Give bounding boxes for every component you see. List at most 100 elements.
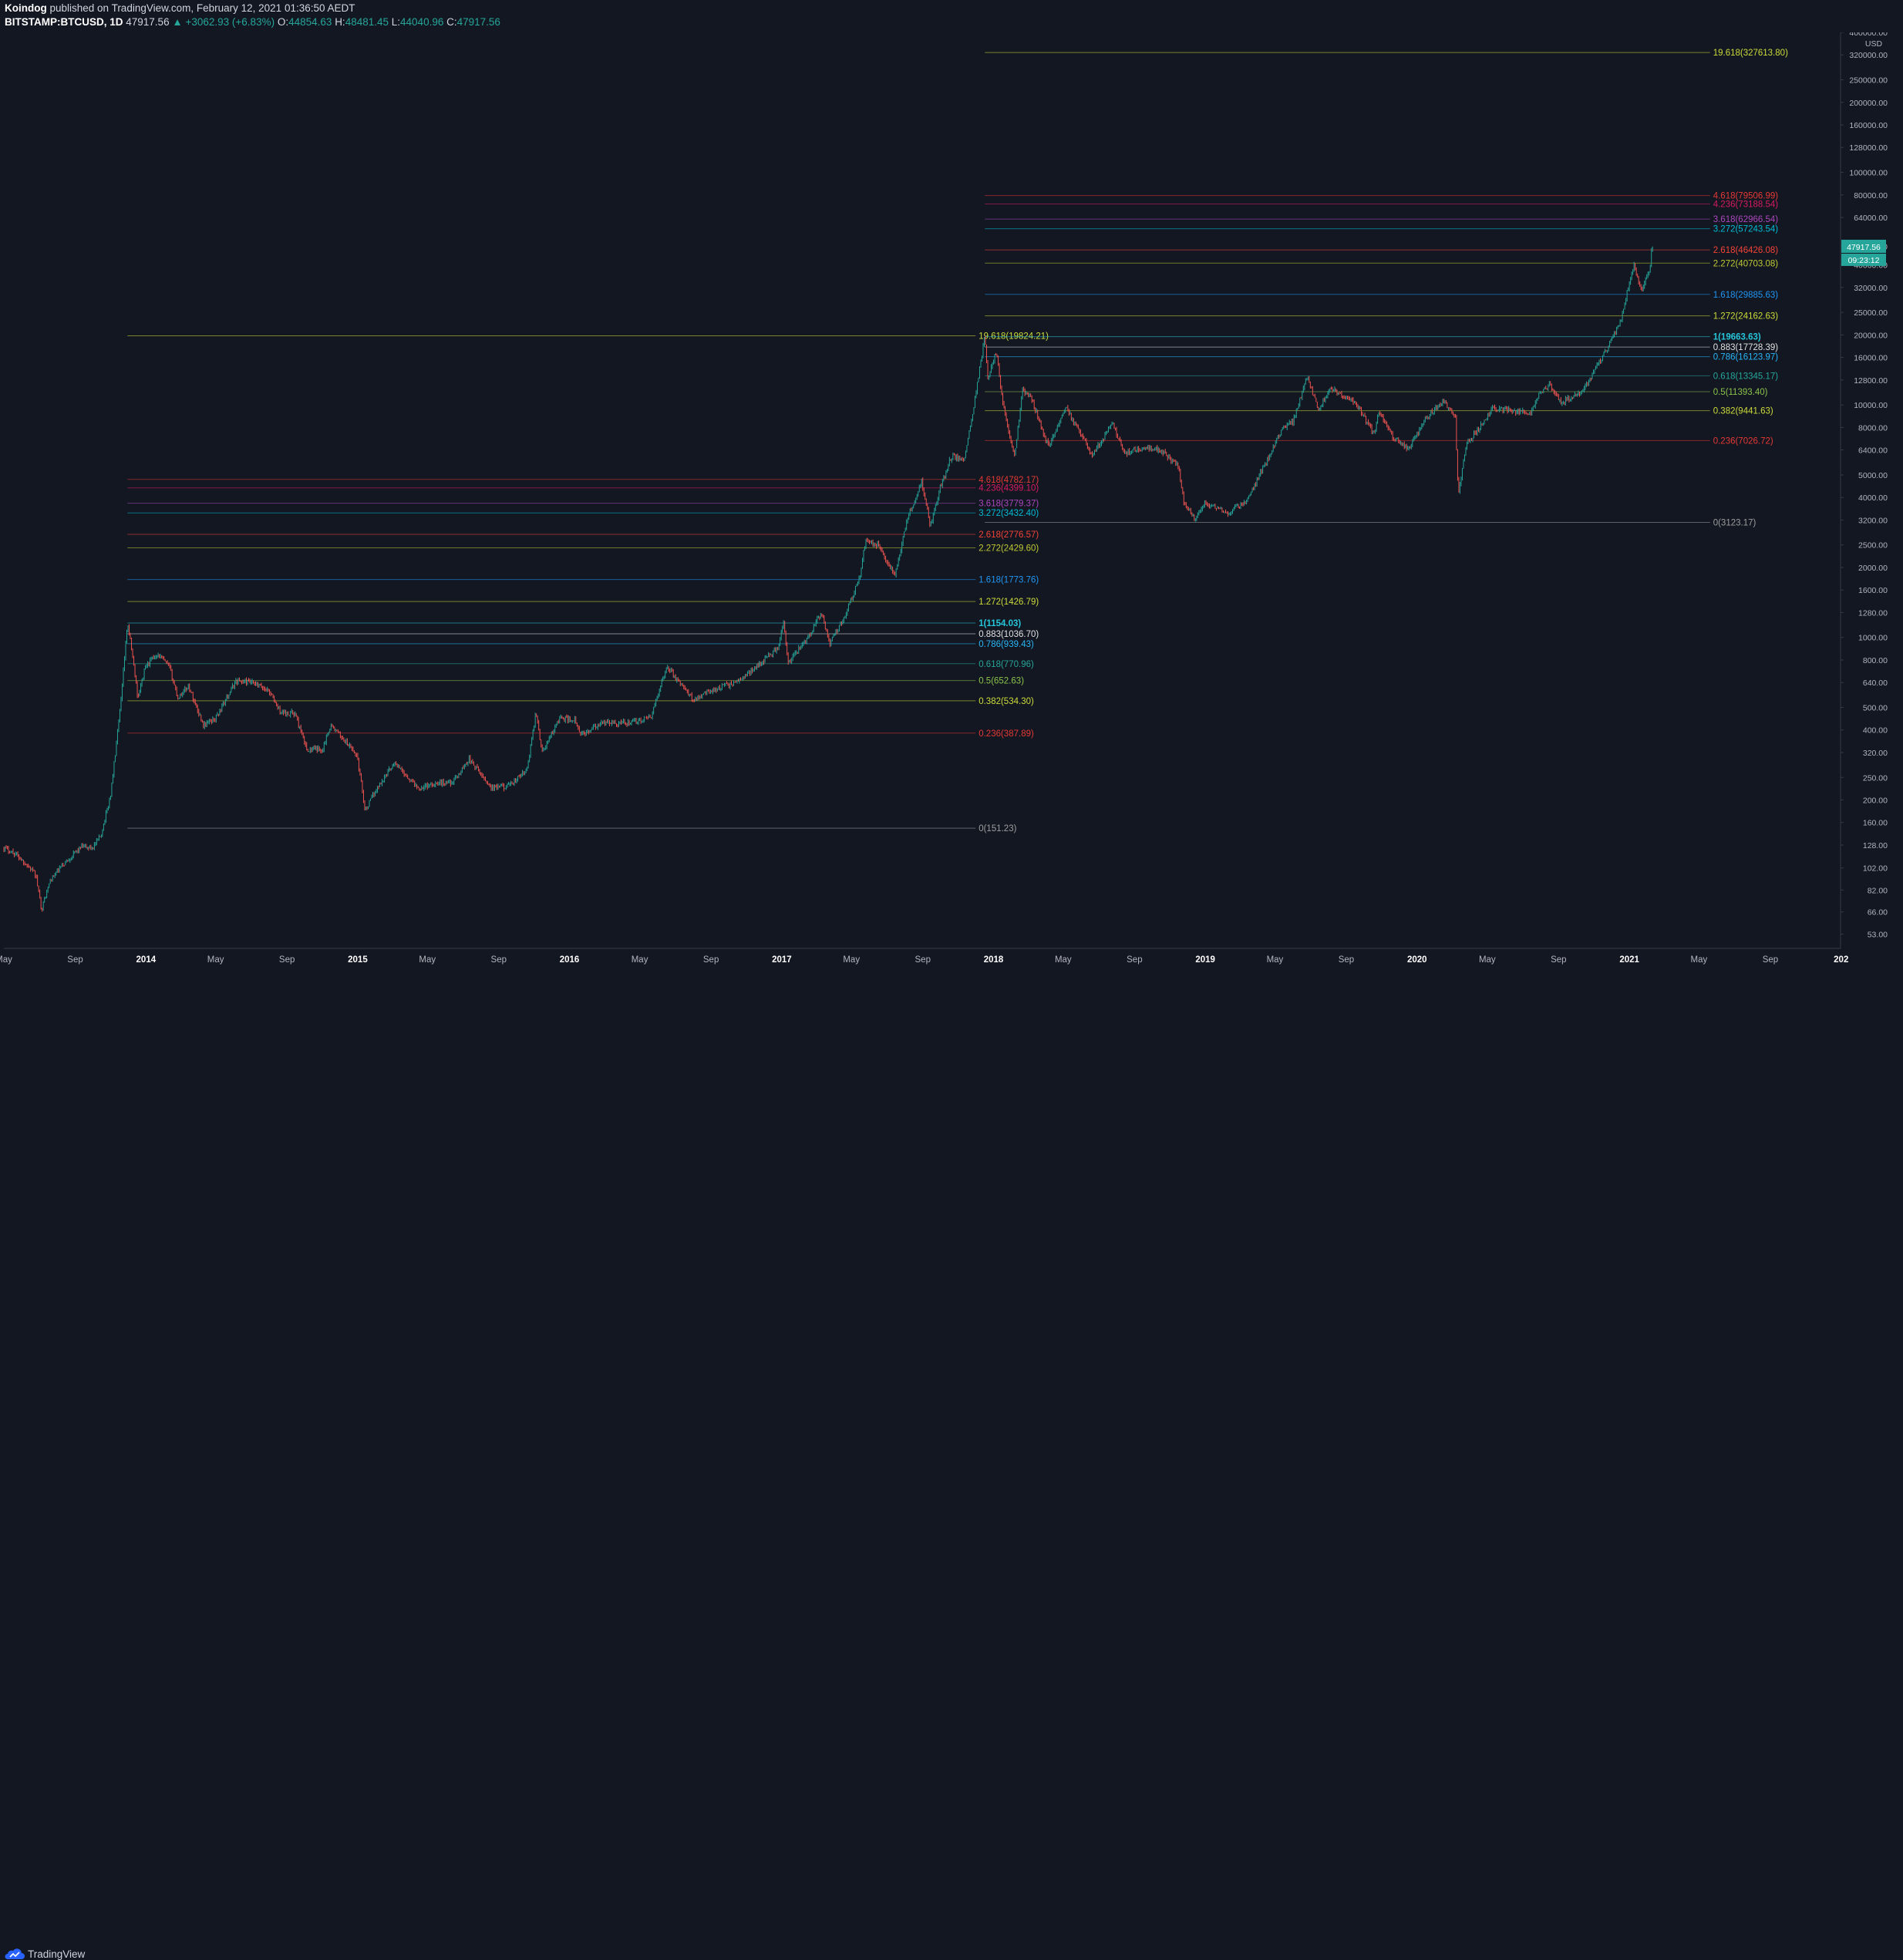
last-price-tag: 47917.56: [1847, 243, 1881, 252]
open-label: O:: [277, 16, 289, 28]
up-arrow-icon: ▲: [172, 16, 183, 28]
time-tick-label: May: [843, 955, 860, 965]
fib-level-label: 2.618(2776.57): [978, 530, 1039, 540]
brand-name: TradingView: [28, 1948, 86, 1960]
price-tick-label: 20000.00: [1854, 331, 1888, 340]
price-axis[interactable]: [1841, 32, 1903, 948]
price-tick-label: 1600.00: [1858, 586, 1888, 595]
time-tick-label: Sep: [1551, 955, 1566, 965]
time-tick-label: 2017: [772, 955, 792, 965]
tradingview-logo[interactable]: TradingView: [5, 1948, 85, 1960]
low-label: L:: [391, 16, 401, 28]
high-value: 48481.45: [345, 16, 389, 28]
fib-level-label: 4.236(4399.10): [978, 484, 1039, 493]
countdown-tag-bg: [1841, 253, 1886, 266]
header-bar: Koindog published on TradingView.com, Fe…: [0, 0, 1903, 32]
price-tick-label: 2000.00: [1858, 564, 1888, 573]
price-tick-label: 128000.00: [1849, 143, 1888, 153]
price-change: +3062.93 (+6.83%): [185, 16, 275, 28]
fib-level-label: 0.236(7026.72): [1713, 436, 1773, 446]
publish-line: Koindog published on TradingView.com, Fe…: [5, 2, 355, 14]
price-tick-label: 250000.00: [1849, 76, 1888, 86]
fib-level-label: 1.618(1773.76): [978, 576, 1039, 585]
time-tick-label: May: [207, 955, 224, 965]
price-tick-label: 160.00: [1863, 819, 1888, 828]
fib-level-label: 0.786(939.43): [978, 640, 1034, 649]
fib-level-label: 1.272(1426.79): [978, 598, 1039, 607]
time-tick-label: Sep: [279, 955, 295, 965]
fib-level-label: 0.618(770.96): [978, 660, 1034, 669]
price-tick-label: 102.00: [1863, 864, 1888, 874]
fib-level-label: 3.272(3432.40): [978, 509, 1039, 518]
price-tick-label: 5000.00: [1858, 471, 1888, 480]
fib-level-label: 0.236(387.89): [978, 729, 1034, 739]
price-tick-label: 53.00: [1868, 930, 1888, 939]
close-label: C:: [446, 16, 457, 28]
price-tick-label: 320000.00: [1849, 51, 1888, 60]
price-tick-label: 160000.00: [1849, 121, 1888, 130]
price-tick-label: 66.00: [1868, 908, 1888, 918]
price-tick-label: 800.00: [1863, 656, 1888, 665]
price-tick-label: 4000.00: [1858, 493, 1888, 503]
author-name[interactable]: Koindog: [5, 2, 47, 14]
last-price-tag-bg: [1841, 239, 1886, 253]
time-tick-label: May: [1055, 955, 1072, 965]
ohlc-line: BITSTAMP:BTCUSD, 1D 47917.56 ▲ +3062.93 …: [5, 16, 500, 28]
price-tick-label: 128.00: [1863, 841, 1888, 850]
fib-level-label: 4.236(73188.54): [1713, 200, 1779, 209]
price-tick-label: 6400.00: [1858, 446, 1888, 456]
fib-level-label: 1.272(24162.63): [1713, 312, 1779, 322]
time-tick-label: Sep: [491, 955, 507, 965]
price-tick-label: 64000.00: [1854, 214, 1888, 223]
time-tick-label: Sep: [915, 955, 931, 965]
footer-bar: TradingView: [0, 970, 1903, 1960]
fib-level-label: 0.786(16123.97): [1713, 353, 1779, 362]
time-axis-ticks: May Sep 2014 May Sep 2015 May Sep 2016 May Sep 2017…: [0, 955, 1848, 965]
fib-level-label: 2.272(40703.08): [1713, 259, 1779, 268]
fib-level-label: 3.272(57243.54): [1713, 225, 1779, 234]
fib-extension-layer: 19.618(19824.21)4.618(4782.17)4.236(4399…: [127, 49, 1788, 834]
price-tick-label: 250.00: [1863, 773, 1888, 783]
fib-level-label: 2.618(46426.08): [1713, 246, 1779, 255]
symbol-label[interactable]: BITSTAMP:BTCUSD, 1D: [5, 16, 123, 28]
price-tags: 47917.56 09:23:12: [1841, 239, 1886, 266]
time-tick-label: May: [419, 955, 436, 965]
time-tick-label: Sep: [703, 955, 719, 965]
price-tick-label: 16000.00: [1854, 354, 1888, 363]
close-value: 47917.56: [456, 16, 500, 28]
time-tick-label: 2021: [1619, 955, 1639, 965]
price-tick-label: 1000.00: [1858, 634, 1888, 643]
time-tick-label: Sep: [1339, 955, 1354, 965]
open-value: 44854.63: [288, 16, 332, 28]
fib-level-label: 4.618(4782.17): [978, 476, 1039, 485]
price-tick-label: 500.00: [1863, 704, 1888, 713]
time-tick-label: 2020: [1407, 955, 1427, 965]
time-tick-label: May: [1479, 955, 1496, 965]
price-axis-ticks: 400000.00320000.00250000.00200000.001600…: [1841, 29, 1888, 939]
last-price: 47917.56: [126, 16, 170, 28]
cloud-icon: [5, 1948, 25, 1959]
price-axis-unit: USD: [1865, 39, 1883, 49]
time-tick-label: 2016: [560, 955, 580, 965]
fib-level-label: 1(19663.63): [1713, 333, 1761, 342]
time-tick-label: May: [632, 955, 648, 965]
fib-level-label: 0(3123.17): [1713, 519, 1756, 528]
fib-level-label: 3.618(62966.54): [1713, 215, 1779, 224]
price-tick-label: 3200.00: [1858, 516, 1888, 525]
time-tick-label: 2014: [136, 955, 157, 965]
fib-level-label: 0.883(1036.70): [978, 630, 1039, 639]
price-tick-label: 2500.00: [1858, 541, 1888, 551]
price-tick-label: 25000.00: [1854, 308, 1888, 318]
price-tick-label: 100000.00: [1849, 169, 1888, 178]
price-chart[interactable]: 19.618(19824.21)4.618(4782.17)4.236(4399…: [0, 0, 1903, 998]
price-tick-label: 200000.00: [1849, 99, 1888, 108]
chart-pane[interactable]: [4, 32, 1841, 948]
time-axis[interactable]: [4, 949, 1841, 970]
fib-level-label: 0.5(652.63): [978, 677, 1024, 686]
time-tick-label: 2018: [984, 955, 1004, 965]
time-tick-label: May: [1691, 955, 1708, 965]
price-tick-label: 400.00: [1863, 726, 1888, 736]
fib-level-label: 0.382(534.30): [978, 697, 1034, 706]
price-tick-label: 640.00: [1863, 679, 1888, 688]
fib-level-label: 1.618(29885.63): [1713, 291, 1779, 300]
